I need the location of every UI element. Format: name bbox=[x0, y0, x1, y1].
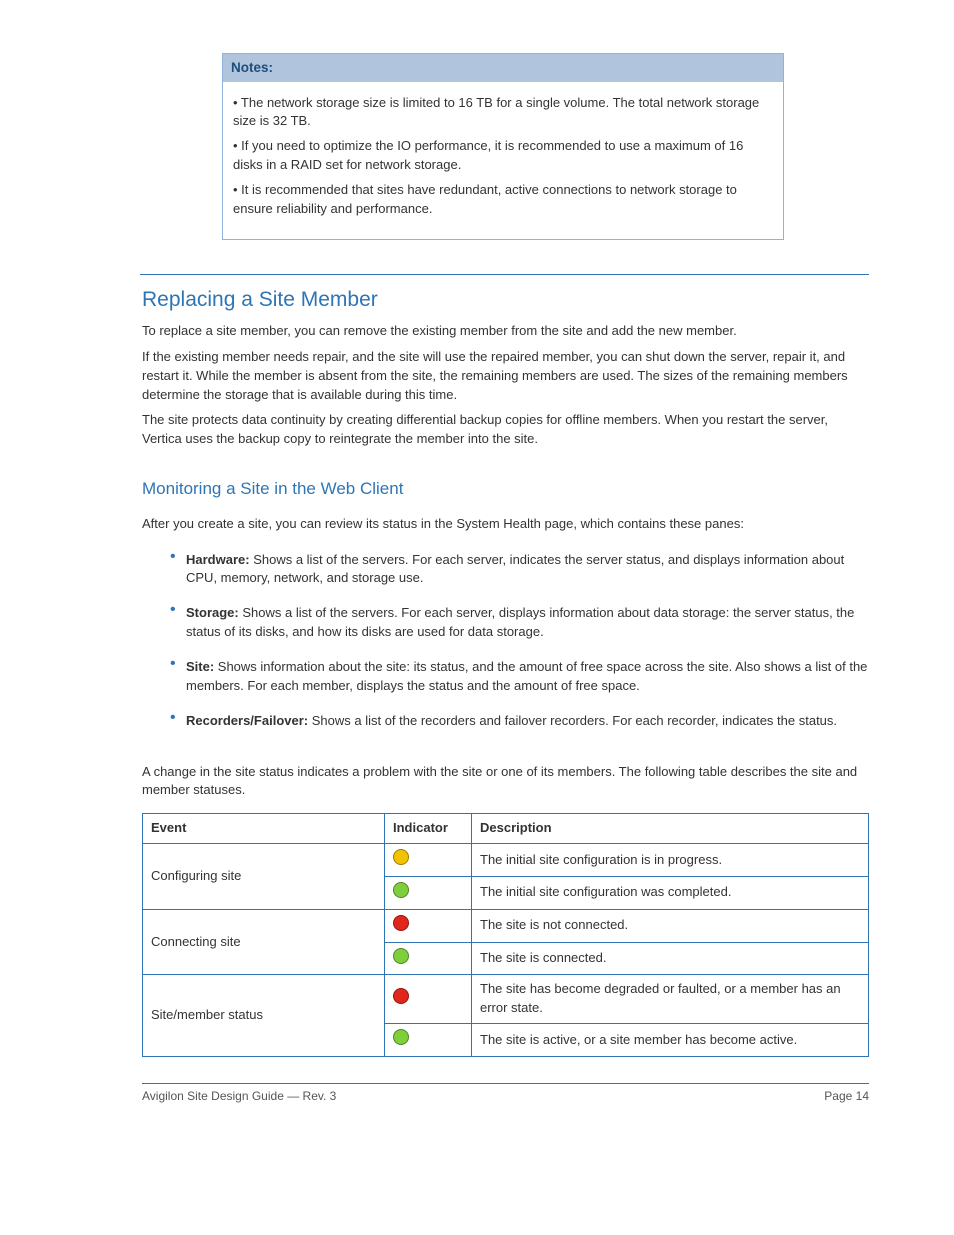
list-item: Recorders/Failover: Shows a list of the … bbox=[170, 708, 869, 735]
cell-event: Site/member status bbox=[143, 975, 385, 1057]
list-item-title: Storage: bbox=[186, 605, 239, 620]
status-intro: A change in the site status indicates a … bbox=[142, 763, 869, 801]
table-header-row: Event Indicator Description bbox=[143, 814, 869, 844]
list-item-title: Recorders/Failover: bbox=[186, 713, 308, 728]
cell-event: Connecting site bbox=[143, 909, 385, 975]
cell-desc: The initial site configuration is in pro… bbox=[472, 844, 869, 877]
page: Notes: • The network storage size is lim… bbox=[0, 0, 954, 1185]
col-description: Description bbox=[472, 814, 869, 844]
col-indicator: Indicator bbox=[385, 814, 472, 844]
cell-indicator bbox=[385, 975, 472, 1024]
cell-indicator bbox=[385, 844, 472, 877]
list-item-text: Shows a list of the servers. For each se… bbox=[186, 605, 854, 639]
cell-desc: The site has become degraded or faulted,… bbox=[472, 975, 869, 1024]
section-body: To replace a site member, you can remove… bbox=[142, 322, 869, 449]
note-line: • The network storage size is limited to… bbox=[233, 94, 773, 132]
note-line: • If you need to optimize the IO perform… bbox=[233, 137, 773, 175]
list-item-title: Hardware: bbox=[186, 552, 250, 567]
footer-rule bbox=[142, 1083, 869, 1084]
status-dot bbox=[393, 948, 409, 964]
col-event: Event bbox=[143, 814, 385, 844]
footer-left: Avigilon Site Design Guide — Rev. 3 bbox=[142, 1088, 336, 1105]
subsection-title: Monitoring a Site in the Web Client bbox=[142, 477, 869, 502]
status-dot bbox=[393, 849, 409, 865]
status-dot bbox=[393, 988, 409, 1004]
cell-desc: The site is active, or a site member has… bbox=[472, 1024, 869, 1057]
table-row: Connecting site The site is not connecte… bbox=[143, 909, 869, 942]
page-footer: Avigilon Site Design Guide — Rev. 3 Page… bbox=[142, 1088, 869, 1105]
section-rule bbox=[140, 274, 869, 275]
status-dot bbox=[393, 882, 409, 898]
cell-indicator bbox=[385, 1024, 472, 1057]
cell-event: Configuring site bbox=[143, 844, 385, 910]
cell-desc: The site is not connected. bbox=[472, 909, 869, 942]
list-item-text: Shows a list of the servers. For each se… bbox=[186, 552, 844, 586]
paragraph: To replace a site member, you can remove… bbox=[142, 322, 869, 341]
cell-indicator bbox=[385, 942, 472, 975]
list-item-text: Shows a list of the recorders and failov… bbox=[308, 713, 837, 728]
subsection-intro: After you create a site, you can review … bbox=[142, 515, 869, 534]
list-item-title: Site: bbox=[186, 659, 214, 674]
list-item: Site: Shows information about the site: … bbox=[170, 654, 869, 700]
list-item-text: Shows information about the site: its st… bbox=[186, 659, 867, 693]
cell-indicator bbox=[385, 876, 472, 909]
note-line: • It is recommended that sites have redu… bbox=[233, 181, 773, 219]
status-dot bbox=[393, 1029, 409, 1045]
cell-desc: The site is connected. bbox=[472, 942, 869, 975]
paragraph: If the existing member needs repair, and… bbox=[142, 348, 869, 405]
note-body: • The network storage size is limited to… bbox=[223, 82, 783, 239]
paragraph: The site protects data continuity by cre… bbox=[142, 411, 869, 449]
status-dot bbox=[393, 915, 409, 931]
note-box: Notes: • The network storage size is lim… bbox=[222, 53, 784, 240]
status-table: Event Indicator Description Configuring … bbox=[142, 813, 869, 1057]
table-row: Configuring site The initial site config… bbox=[143, 844, 869, 877]
footer-right: Page 14 bbox=[824, 1088, 869, 1105]
bullet-list: Hardware: Shows a list of the servers. F… bbox=[142, 547, 869, 735]
table-row: Site/member status The site has become d… bbox=[143, 975, 869, 1024]
cell-desc: The initial site configuration was compl… bbox=[472, 876, 869, 909]
cell-indicator bbox=[385, 909, 472, 942]
list-item: Hardware: Shows a list of the servers. F… bbox=[170, 547, 869, 593]
note-heading: Notes: bbox=[223, 54, 783, 82]
section-title: Replacing a Site Member bbox=[142, 285, 869, 315]
list-item: Storage: Shows a list of the servers. Fo… bbox=[170, 600, 869, 646]
